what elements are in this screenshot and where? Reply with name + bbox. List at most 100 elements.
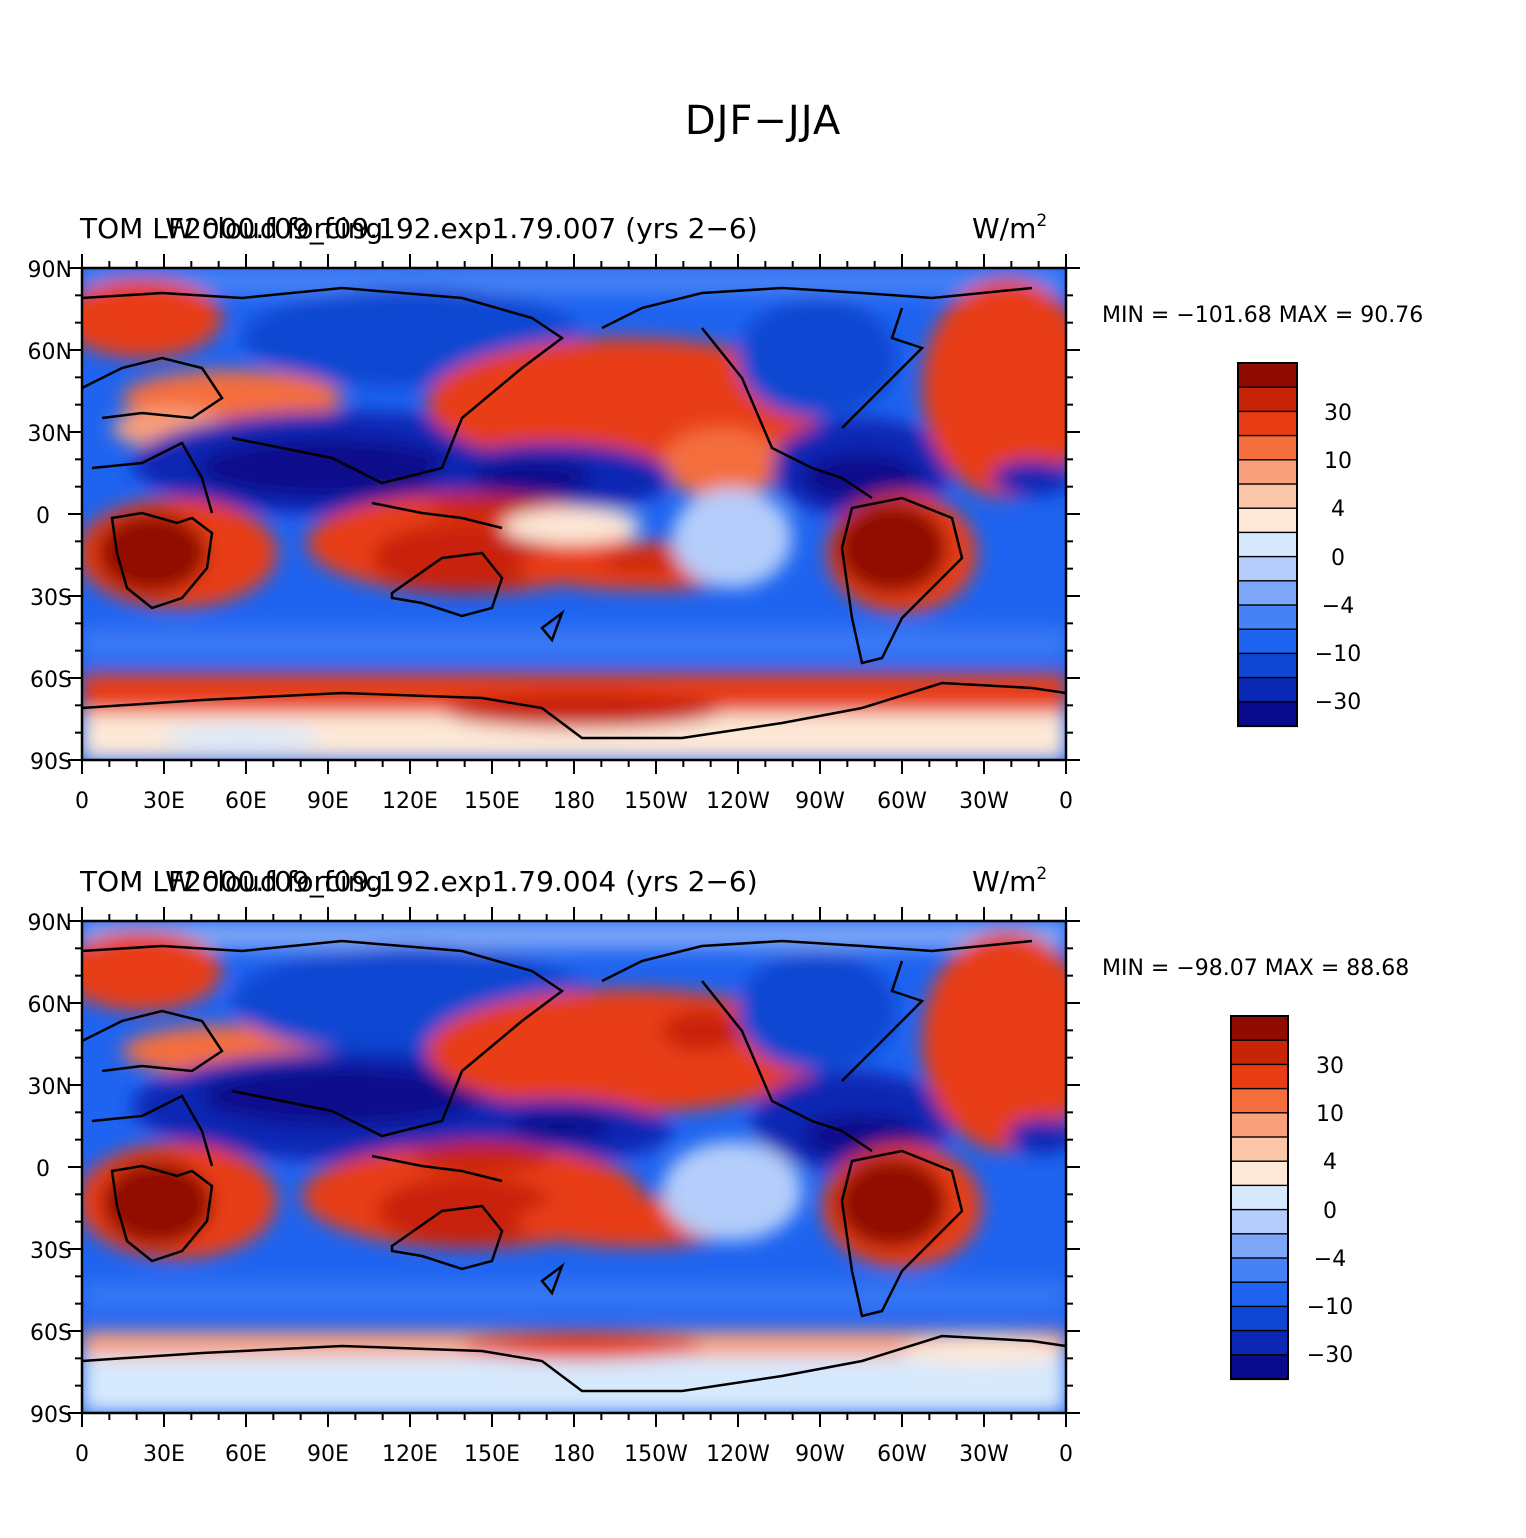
- colorbar-swatch: [1230, 1281, 1289, 1308]
- panel-1-title-center: F2000.f09_f09.192.exp1.79.007 (yrs 2−6): [168, 212, 758, 245]
- colorbar-swatch: [1237, 676, 1298, 703]
- panel-1-colorbar-label: 30: [1324, 401, 1352, 426]
- colorbar-swatch: [1230, 1305, 1289, 1332]
- panel-2: TOM LW cloud forcing F2000.f09_f09.192.e…: [28, 864, 1410, 1467]
- panel-2-colorbar-label: 30: [1316, 1054, 1344, 1079]
- colorbar-swatch: [1237, 386, 1298, 413]
- panel-1-lon-label: 60W: [877, 789, 927, 814]
- panel-2-colorbar-label: 4: [1323, 1150, 1337, 1175]
- panel-2-units: W/m2: [972, 864, 1047, 898]
- colorbar-swatch: [1237, 531, 1298, 558]
- colorbar-swatch: [1237, 604, 1298, 631]
- panel-2-lat-label: 30S: [30, 1239, 72, 1264]
- panel-1-lat-label: 60N: [28, 340, 72, 365]
- panel-1-colorbar-label: −4: [1322, 594, 1354, 619]
- colorbar-swatch: [1230, 1015, 1289, 1042]
- panel-2-lat-label: 90S: [30, 1403, 72, 1428]
- panel-2-colorbar-label: 0: [1323, 1199, 1337, 1224]
- panel-2-colorbar-label: −4: [1314, 1247, 1346, 1272]
- colorbar-swatch: [1237, 555, 1298, 582]
- panel-1-colorbar-label: −10: [1315, 642, 1361, 667]
- panel-2-lon-label: 120E: [382, 1442, 438, 1467]
- colorbar-swatch: [1230, 1136, 1289, 1163]
- panel-2-title-center: F2000.f09_f09.192.exp1.79.004 (yrs 2−6): [168, 865, 758, 898]
- colorbar-swatch: [1237, 459, 1298, 486]
- colorbar-swatch: [1237, 580, 1298, 607]
- panel-1-lon-label: 30W: [959, 789, 1009, 814]
- panel-1-colorbar: [1237, 362, 1298, 728]
- panel-1-units: W/m2: [972, 211, 1047, 245]
- colorbar-swatch: [1230, 1160, 1289, 1187]
- panel-1-lat-label: 30N: [28, 422, 72, 447]
- panel-2-lon-label: 0: [1059, 1442, 1073, 1467]
- panel-2-title-left: TOM LW cloud forcing: [79, 865, 383, 898]
- colorbar-swatch: [1237, 628, 1298, 655]
- panel-2-lon-label: 90E: [307, 1442, 349, 1467]
- panel-1-lon-label: 120E: [382, 789, 438, 814]
- colorbar-swatch: [1230, 1329, 1289, 1356]
- panel-2-colorbar: [1230, 1015, 1289, 1381]
- panel-1-lon-label: 0: [1059, 789, 1073, 814]
- panel-1-lat-label: 30S: [30, 586, 72, 611]
- panel-1-ticks: [68, 254, 1080, 774]
- panel-1-colorbar-label: 10: [1324, 449, 1352, 474]
- panel-2-lon-label: 60W: [877, 1442, 927, 1467]
- colorbar-swatch: [1230, 1087, 1289, 1114]
- panel-1-lon-label: 150W: [624, 789, 688, 814]
- panel-2-colorbar-label: −10: [1307, 1295, 1353, 1320]
- colorbar-swatch: [1230, 1233, 1289, 1260]
- panel-1-lon-label: 90E: [307, 789, 349, 814]
- panel-1-colorbar-label: 0: [1331, 546, 1345, 571]
- panel-1-lat-label: 60S: [30, 668, 72, 693]
- panel-1-colorbar-label: −30: [1315, 690, 1361, 715]
- panel-2-lon-label: 180: [553, 1442, 595, 1467]
- panel-1-title-left: TOM LW cloud forcing: [79, 212, 383, 245]
- colorbar-swatch: [1230, 1354, 1289, 1381]
- panel-2-colorbar-label: −30: [1307, 1343, 1353, 1368]
- panel-1-map-field: [82, 268, 1066, 760]
- panel-1-lon-label: 60E: [225, 789, 267, 814]
- panel-2-lon-label: 120W: [706, 1442, 770, 1467]
- panel-2-lat-label: 30N: [28, 1075, 72, 1100]
- panel-2-lon-label: 150E: [464, 1442, 520, 1467]
- panel-1-lat-label: 90S: [30, 750, 72, 775]
- panel-2-lon-label: 30E: [143, 1442, 185, 1467]
- colorbar-swatch: [1237, 652, 1298, 679]
- panel-1-min-max: MIN = −101.68 MAX = 90.76: [1102, 303, 1423, 328]
- colorbar-swatch: [1230, 1063, 1289, 1090]
- panel-1-coastlines: [82, 286, 1066, 740]
- panel-1: TOM LW cloud forcing F2000.f09_f09.192.e…: [28, 211, 1424, 814]
- panel-2-lon-label: 150W: [624, 1442, 688, 1467]
- colorbar-swatch: [1237, 701, 1298, 728]
- panel-1-lon-label: 180: [553, 789, 595, 814]
- panel-1-lon-label: 90W: [795, 789, 845, 814]
- colorbar-swatch: [1230, 1112, 1289, 1139]
- panel-2-lat-label: 0: [36, 1157, 50, 1182]
- panel-2-lat-label: 60S: [30, 1321, 72, 1346]
- panel-1-lat-label: 0: [36, 504, 50, 529]
- colorbar-swatch: [1230, 1208, 1289, 1235]
- colorbar-swatch: [1237, 507, 1298, 534]
- panel-2-colorbar-label: 10: [1316, 1102, 1344, 1127]
- panel-2-lon-label: 60E: [225, 1442, 267, 1467]
- colorbar-swatch: [1230, 1257, 1289, 1284]
- figure-title: DJF−JJA: [684, 98, 842, 144]
- panel-1-lon-label: 0: [75, 789, 89, 814]
- colorbar-outline: [1230, 1015, 1289, 1380]
- colorbar-swatch: [1230, 1184, 1289, 1211]
- panel-1-colorbar-label: 4: [1331, 497, 1345, 522]
- panel-2-lon-label: 30W: [959, 1442, 1009, 1467]
- panel-2-min-max: MIN = −98.07 MAX = 88.68: [1102, 956, 1409, 981]
- panel-2-lon-label: 0: [75, 1442, 89, 1467]
- panel-1-lat-label: 90N: [28, 258, 72, 283]
- panel-2-ticks: [68, 907, 1080, 1427]
- colorbar-outline: [1237, 362, 1298, 727]
- panel-2-map-field: [82, 921, 1066, 1413]
- panel-1-lon-label: 30E: [143, 789, 185, 814]
- colorbar-swatch: [1237, 434, 1298, 461]
- panel-1-lon-label: 120W: [706, 789, 770, 814]
- panel-2-coastlines: [82, 939, 1066, 1393]
- panel-2-lat-label: 90N: [28, 911, 72, 936]
- colorbar-swatch: [1237, 483, 1298, 510]
